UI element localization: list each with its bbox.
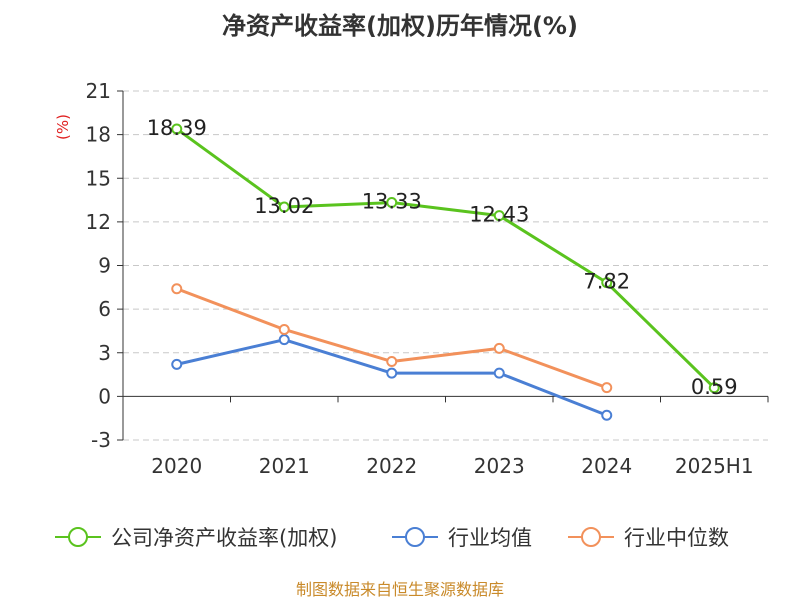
legend-swatch-marker [405,527,425,547]
legend-label: 行业均值 [448,526,532,550]
x-tick-label: 2021 [259,454,310,478]
x-tick-label: 2025H1 [675,454,754,478]
legend-item-0: 公司净资产收益率(加权) [55,526,337,550]
data-point [601,409,613,421]
y-axis-unit: (%) [54,114,72,140]
y-tick-label: 18 [86,123,111,147]
series-lines [171,123,720,421]
y-tick-label: 9 [98,254,111,278]
data-point [278,334,290,346]
y-tick-label: 21 [86,79,111,103]
y-tick-label: 0 [98,384,111,408]
axes: -3 0 3 6 9 12 15 18 21 2020 2021 2022 2023 2024 2025H1 [86,79,769,478]
data-point [171,123,183,135]
y-tick-label: 15 [86,166,111,190]
legend-item-2: 行业中位数 [568,526,729,550]
data-point [171,358,183,370]
chart-title: 净资产收益率(加权)历年情况(%) [222,12,578,40]
data-point [386,367,398,379]
data-point [386,197,398,209]
data-point [278,323,290,335]
data-point [493,342,505,354]
data-point [171,283,183,295]
x-tick-label: 2020 [151,454,202,478]
series-line-0 [175,127,716,389]
data-point [493,367,505,379]
data-label: 18.39 [147,116,207,140]
data-label: 12.43 [469,203,529,227]
data-label: 13.33 [362,190,422,214]
legend: 公司净资产收益率(加权) 行业均值 行业中位数 [55,526,729,550]
grid-lines [123,90,768,441]
data-label: 13.02 [254,194,314,218]
data-point [493,210,505,222]
data-labels: 18.39 13.02 13.33 12.43 7.82 0.59 [147,116,738,399]
legend-item-1: 行业均值 [392,526,532,550]
x-tick-label: 2023 [474,454,525,478]
data-label: 7.82 [583,270,630,294]
y-tick-label: 6 [98,297,111,321]
data-point [708,382,720,394]
y-tick-label: 3 [98,341,111,365]
legend-swatch-marker [68,527,88,547]
legend-label: 行业中位数 [624,526,729,550]
data-point [386,355,398,367]
data-point [278,201,290,213]
source-note: 制图数据来自恒生聚源数据库 [296,580,504,599]
y-tick-label: 12 [86,210,111,234]
data-label: 0.59 [691,375,738,399]
x-tick-label: 2022 [366,454,417,478]
x-tick-label: 2024 [581,454,632,478]
data-point [601,382,613,394]
legend-label: 公司净资产收益率(加权) [111,526,337,550]
legend-swatch-marker [581,527,601,547]
y-tick-label: -3 [91,428,111,452]
data-point [601,277,613,289]
